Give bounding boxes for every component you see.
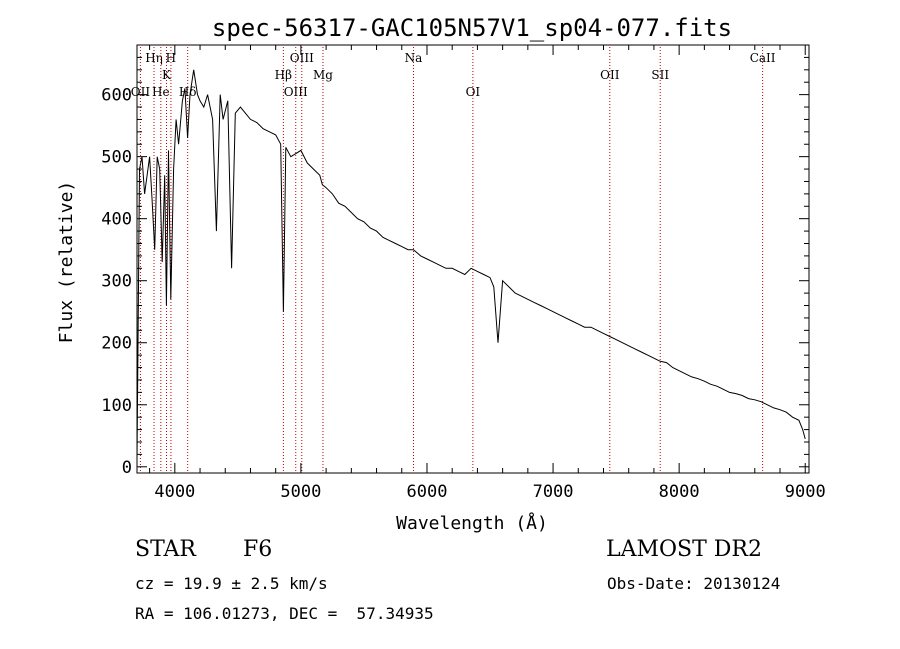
line-marker-label: Hδ [179,85,197,99]
line-marker-label: OII [131,85,151,99]
y-tick-label: 500 [101,148,132,168]
x-tick-label: 8000 [659,482,700,502]
y-tick-label: 400 [101,210,132,230]
redshift-readout: cz = 19.9 ± 2.5 km/s [135,574,328,593]
y-tick-label: 0 [122,458,132,478]
line-marker-label: Mg [313,68,333,82]
object-class: STAR [135,537,196,562]
axes-ticks: 4000 5000 6000 7000 8000 9000 0 100 200 300 400 500… [101,45,826,502]
y-tick-label: 300 [101,272,132,292]
x-tick-label: 7000 [533,482,574,502]
line-marker-label: OIII [284,85,308,99]
object-subclass: F6 [243,537,273,562]
line-marker-label: Hη [145,51,163,65]
line-marker-label: CaII [750,51,776,65]
y-tick-label: 600 [101,86,132,106]
plot-frame [136,44,810,474]
line-marker-label: K [162,68,172,82]
spectrum-line [136,69,806,461]
emission-line-markers: OII Hη He KH Hδ Hβ OIII OIII Mg Na OI OII SII CaII [131,47,776,473]
obs-date: Obs-Date: 20130124 [607,574,781,593]
chart-title: spec-56317-GAC105N57V1_sp04-077.fits [212,14,732,42]
line-marker-label: Hβ [275,68,292,82]
line-marker-label: SII [651,68,669,82]
y-tick-label: 200 [101,334,132,354]
y-tick-label: 100 [101,396,132,416]
line-marker-label: Na [405,51,423,65]
x-tick-label: 4000 [154,482,195,502]
x-tick-label: 6000 [407,482,448,502]
line-marker-label: H [166,51,176,65]
survey-name: LAMOST DR2 [606,537,762,562]
y-axis-label: Flux (relative) [56,181,77,344]
line-marker-label: OIII [290,51,314,65]
line-marker-label: OI [466,85,481,99]
x-tick-label: 5000 [280,482,321,502]
x-tick-label: 9000 [785,482,826,502]
coordinates: RA = 106.01273, DEC = 57.34935 [135,604,434,623]
line-marker-label: OII [600,68,620,82]
x-axis-label: Wavelength (Å) [396,512,548,534]
line-marker-label: He [152,85,170,99]
